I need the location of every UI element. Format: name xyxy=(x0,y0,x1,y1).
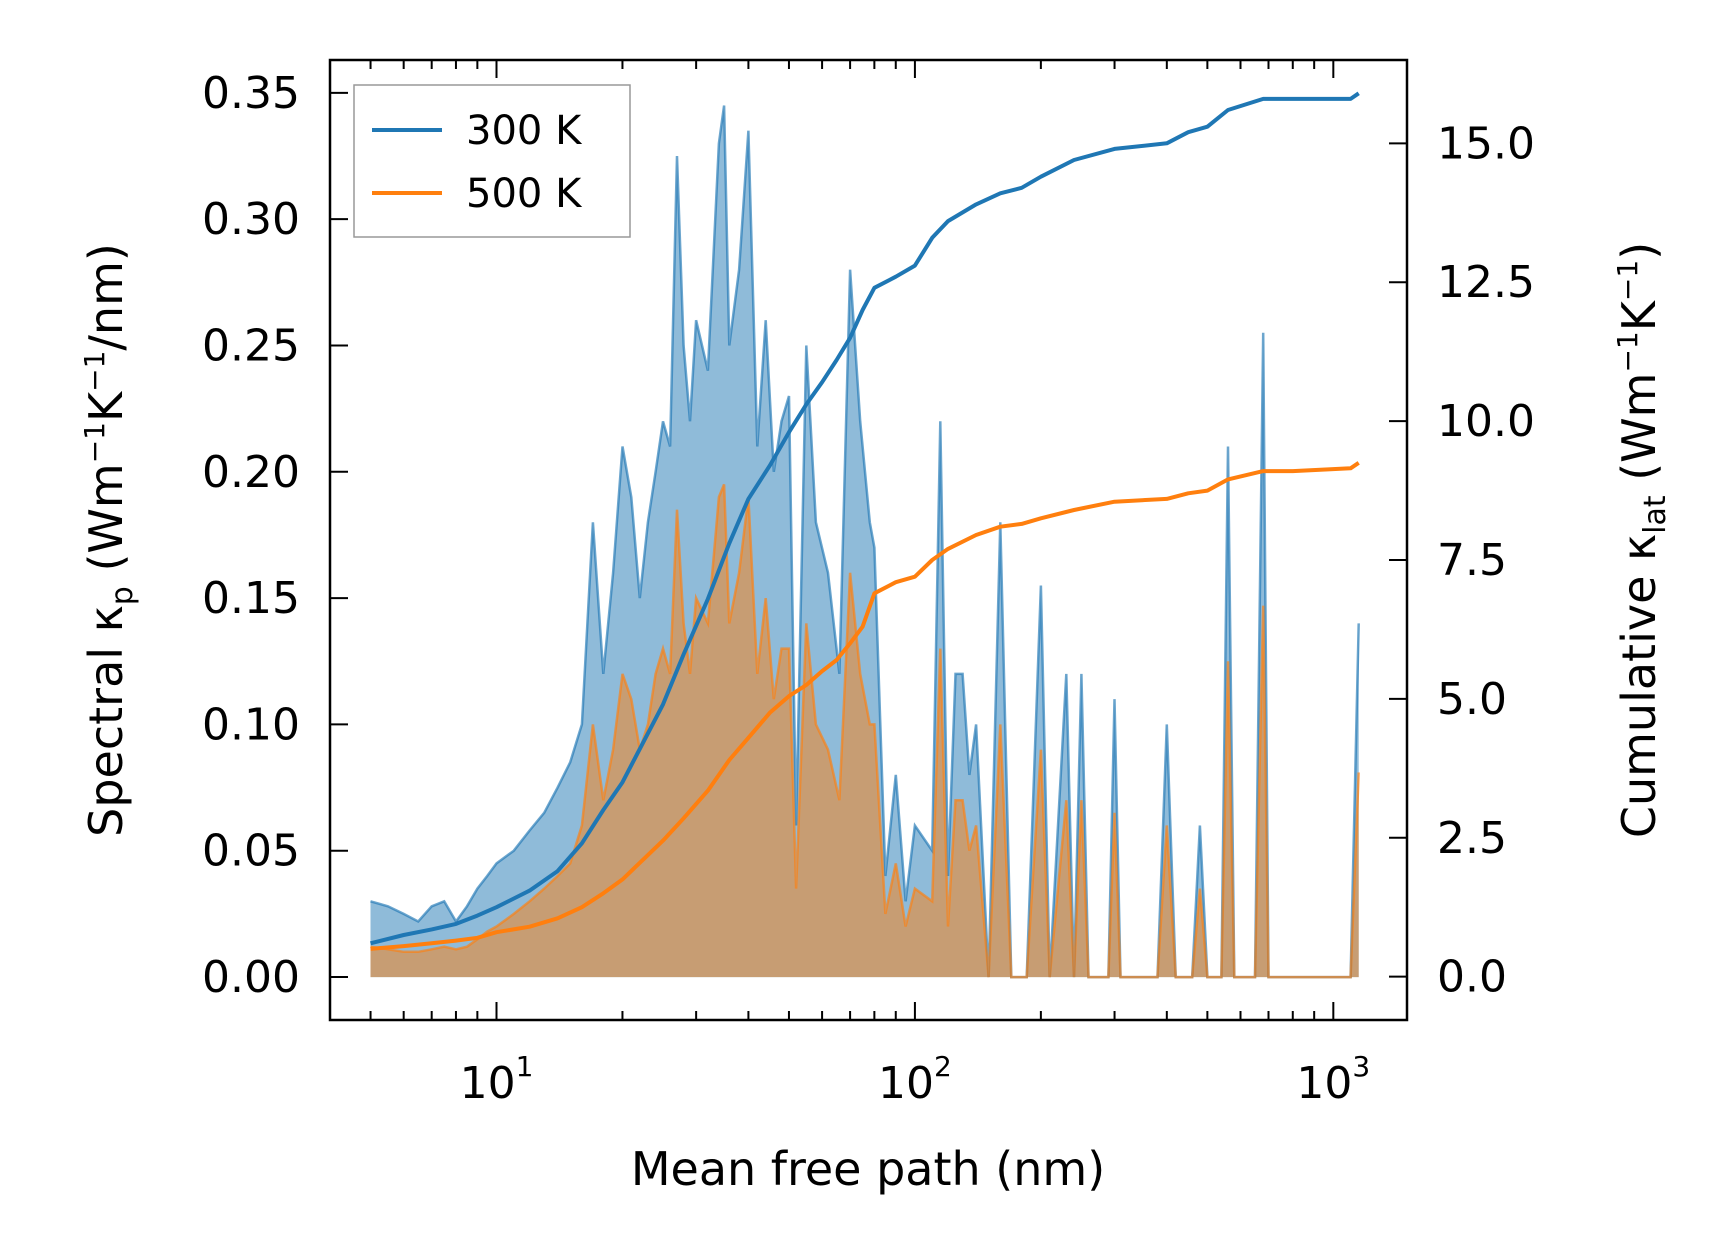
spectral-fills xyxy=(370,105,1359,978)
spectral-lines xyxy=(370,105,1360,979)
spectral-area-500k xyxy=(370,484,1359,978)
y-left-tick-label: 0.10 xyxy=(202,699,300,750)
y-right-tick-label: 5.0 xyxy=(1437,674,1507,725)
legend-box xyxy=(353,84,631,238)
y-right-tick-label: 7.5 xyxy=(1437,535,1507,586)
y-left-tick-label: 0.05 xyxy=(202,826,300,877)
legend-label-300k: 300 K xyxy=(466,108,583,154)
cumulative-line-300k xyxy=(370,91,1360,946)
legend-label-500k: 500 K xyxy=(466,171,583,217)
axis-ticks xyxy=(329,60,1407,1020)
x-tick-label: 102 xyxy=(878,1050,952,1109)
x-tick-label: 101 xyxy=(460,1050,534,1109)
cumulative-lines xyxy=(370,91,1360,951)
y-left-tick-label: 0.30 xyxy=(202,194,300,245)
y-right-tick-label: 15.0 xyxy=(1437,118,1535,169)
legend: 300 K 500 K xyxy=(353,84,631,238)
y-left-tick-label: 0.20 xyxy=(202,447,300,498)
spectral-line-500k xyxy=(370,483,1360,979)
y-right-tick-label: 10.0 xyxy=(1437,396,1535,447)
y-left-tick-label: 0.35 xyxy=(202,68,300,119)
y-left-tick-label: 0.00 xyxy=(202,952,300,1003)
x-tick-label: 103 xyxy=(1296,1050,1370,1109)
y-left-tick-label: 0.15 xyxy=(202,573,300,624)
y-left-tick-label: 0.25 xyxy=(202,320,300,371)
y-right-tick-label: 2.5 xyxy=(1437,813,1507,864)
cumulative-line-500k xyxy=(370,461,1360,951)
plot-frame xyxy=(328,58,1409,1022)
y-left-axis-label: Spectral κp (Wm−1K−1/nm) xyxy=(78,243,140,837)
y-right-axis-label: Cumulative κlat (Wm−1K−1) xyxy=(1611,242,1673,838)
x-axis-label: Mean free path (nm) xyxy=(631,1142,1105,1196)
y-right-tick-label: 12.5 xyxy=(1437,257,1535,308)
spectral-line-300k xyxy=(370,105,1360,979)
y-right-tick-label: 0.0 xyxy=(1437,952,1507,1003)
